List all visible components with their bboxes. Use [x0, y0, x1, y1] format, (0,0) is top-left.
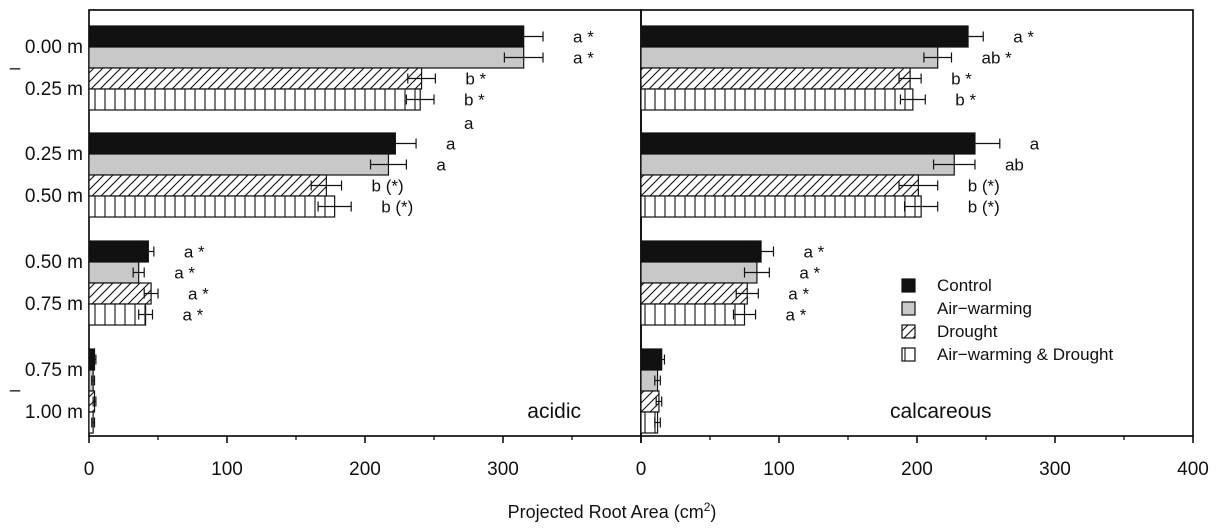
bar — [640, 303, 746, 326]
significance-label: a — [436, 156, 446, 175]
significance-label: ab — [1005, 156, 1024, 175]
legend: Control Air−warming Drought Air−warming & D… — [901, 276, 1113, 364]
x-tick-label: 0 — [636, 459, 647, 480]
significance-label: b (*) — [372, 177, 404, 196]
x-tick-label: 300 — [487, 459, 519, 480]
x-tick-label: 200 — [901, 459, 933, 480]
x-tick-label: 300 — [1039, 459, 1071, 480]
depth-label-bottom: 0.25 m — [25, 79, 83, 100]
bar — [640, 195, 922, 218]
x-tick-label: 0 — [84, 459, 95, 480]
legend-item: Air−warming — [937, 299, 1032, 318]
legend-item: Air−warming & Drought — [937, 345, 1113, 364]
significance-label: a * — [174, 264, 195, 283]
depth-labels: 0.00 m–0.25 m0.25 m0.50 m0.50 m0.75 m0.7… — [10, 37, 83, 423]
bar — [88, 67, 423, 90]
significance-label: a * — [184, 243, 205, 262]
significance-label: a * — [188, 285, 209, 304]
bar — [640, 25, 969, 48]
depth-dash: – — [10, 380, 21, 401]
bar — [640, 132, 976, 155]
significance-label: a * — [788, 285, 809, 304]
bar — [88, 153, 390, 176]
significance-label: b * — [951, 70, 972, 89]
significance-label: b (*) — [381, 198, 413, 217]
significance-label: a — [446, 135, 456, 154]
significance-label: b * — [465, 70, 486, 89]
significance-label: b (*) — [968, 177, 1000, 196]
depth-label-top: 0.50 m — [25, 252, 83, 273]
bar — [88, 261, 140, 284]
significance-label: a * — [786, 306, 807, 325]
bar — [640, 67, 911, 90]
bar — [88, 132, 396, 155]
significance-label: a * — [799, 264, 820, 283]
significance-label: a * — [573, 49, 594, 68]
bar — [88, 303, 147, 326]
x-tick-label: 400 — [1177, 459, 1209, 480]
depth-label-bottom: 1.00 m — [25, 402, 83, 423]
depth-label-top: 0.25 m — [25, 144, 83, 165]
panel-label: calcareous — [890, 400, 992, 423]
x-axis-label: Projected Root Area (cm2) — [508, 500, 717, 522]
significance-label: b * — [464, 91, 485, 110]
bar — [640, 261, 758, 284]
bar — [88, 195, 336, 218]
significance-label: ab * — [982, 49, 1013, 68]
panels: a *a *b *b *aab (*)b (*)a *a *a *a *aaci… — [88, 9, 1194, 437]
bar — [88, 88, 421, 111]
significance-label: a — [1030, 135, 1040, 154]
bar — [88, 25, 525, 48]
legend-swatch — [901, 324, 916, 339]
legend-swatch — [901, 347, 916, 362]
bar — [640, 88, 914, 111]
legend-item: Drought — [937, 322, 998, 341]
bar — [88, 282, 152, 305]
depth-label-bottom: 0.50 m — [25, 186, 83, 207]
panel-acidic: a *a *b *b *aab (*)b (*)a *a *a *a *aaci… — [88, 9, 642, 437]
depth-label-top: 0.75 m — [25, 360, 83, 381]
bar — [640, 153, 955, 176]
bar — [640, 174, 919, 197]
depth-dash: – — [10, 58, 21, 79]
legend-swatch — [901, 301, 916, 316]
significance-label: a * — [1013, 28, 1034, 47]
x-tick-label: 100 — [763, 459, 795, 480]
x-axis: 0 100 200 300 0 100 200 300 400 — [84, 436, 1209, 480]
bar — [640, 282, 748, 305]
bar — [640, 240, 762, 263]
significance-label: a * — [573, 28, 594, 47]
bar — [88, 240, 149, 263]
depth-label-bottom: 0.75 m — [25, 294, 83, 315]
significance-label: b (*) — [968, 198, 1000, 217]
significance-label: a * — [182, 306, 203, 325]
bar — [640, 46, 939, 69]
panel-label: acidic — [527, 400, 581, 423]
significance-label: a * — [803, 243, 824, 262]
bar — [88, 46, 525, 69]
significance-label: a — [464, 114, 474, 133]
x-tick-label: 200 — [349, 459, 381, 480]
legend-swatch — [901, 278, 916, 293]
legend-item: Control — [937, 276, 992, 295]
x-tick-label: 100 — [211, 459, 243, 480]
significance-label: b * — [955, 91, 976, 110]
depth-label-top: 0.00 m — [25, 37, 83, 58]
bar — [88, 174, 327, 197]
